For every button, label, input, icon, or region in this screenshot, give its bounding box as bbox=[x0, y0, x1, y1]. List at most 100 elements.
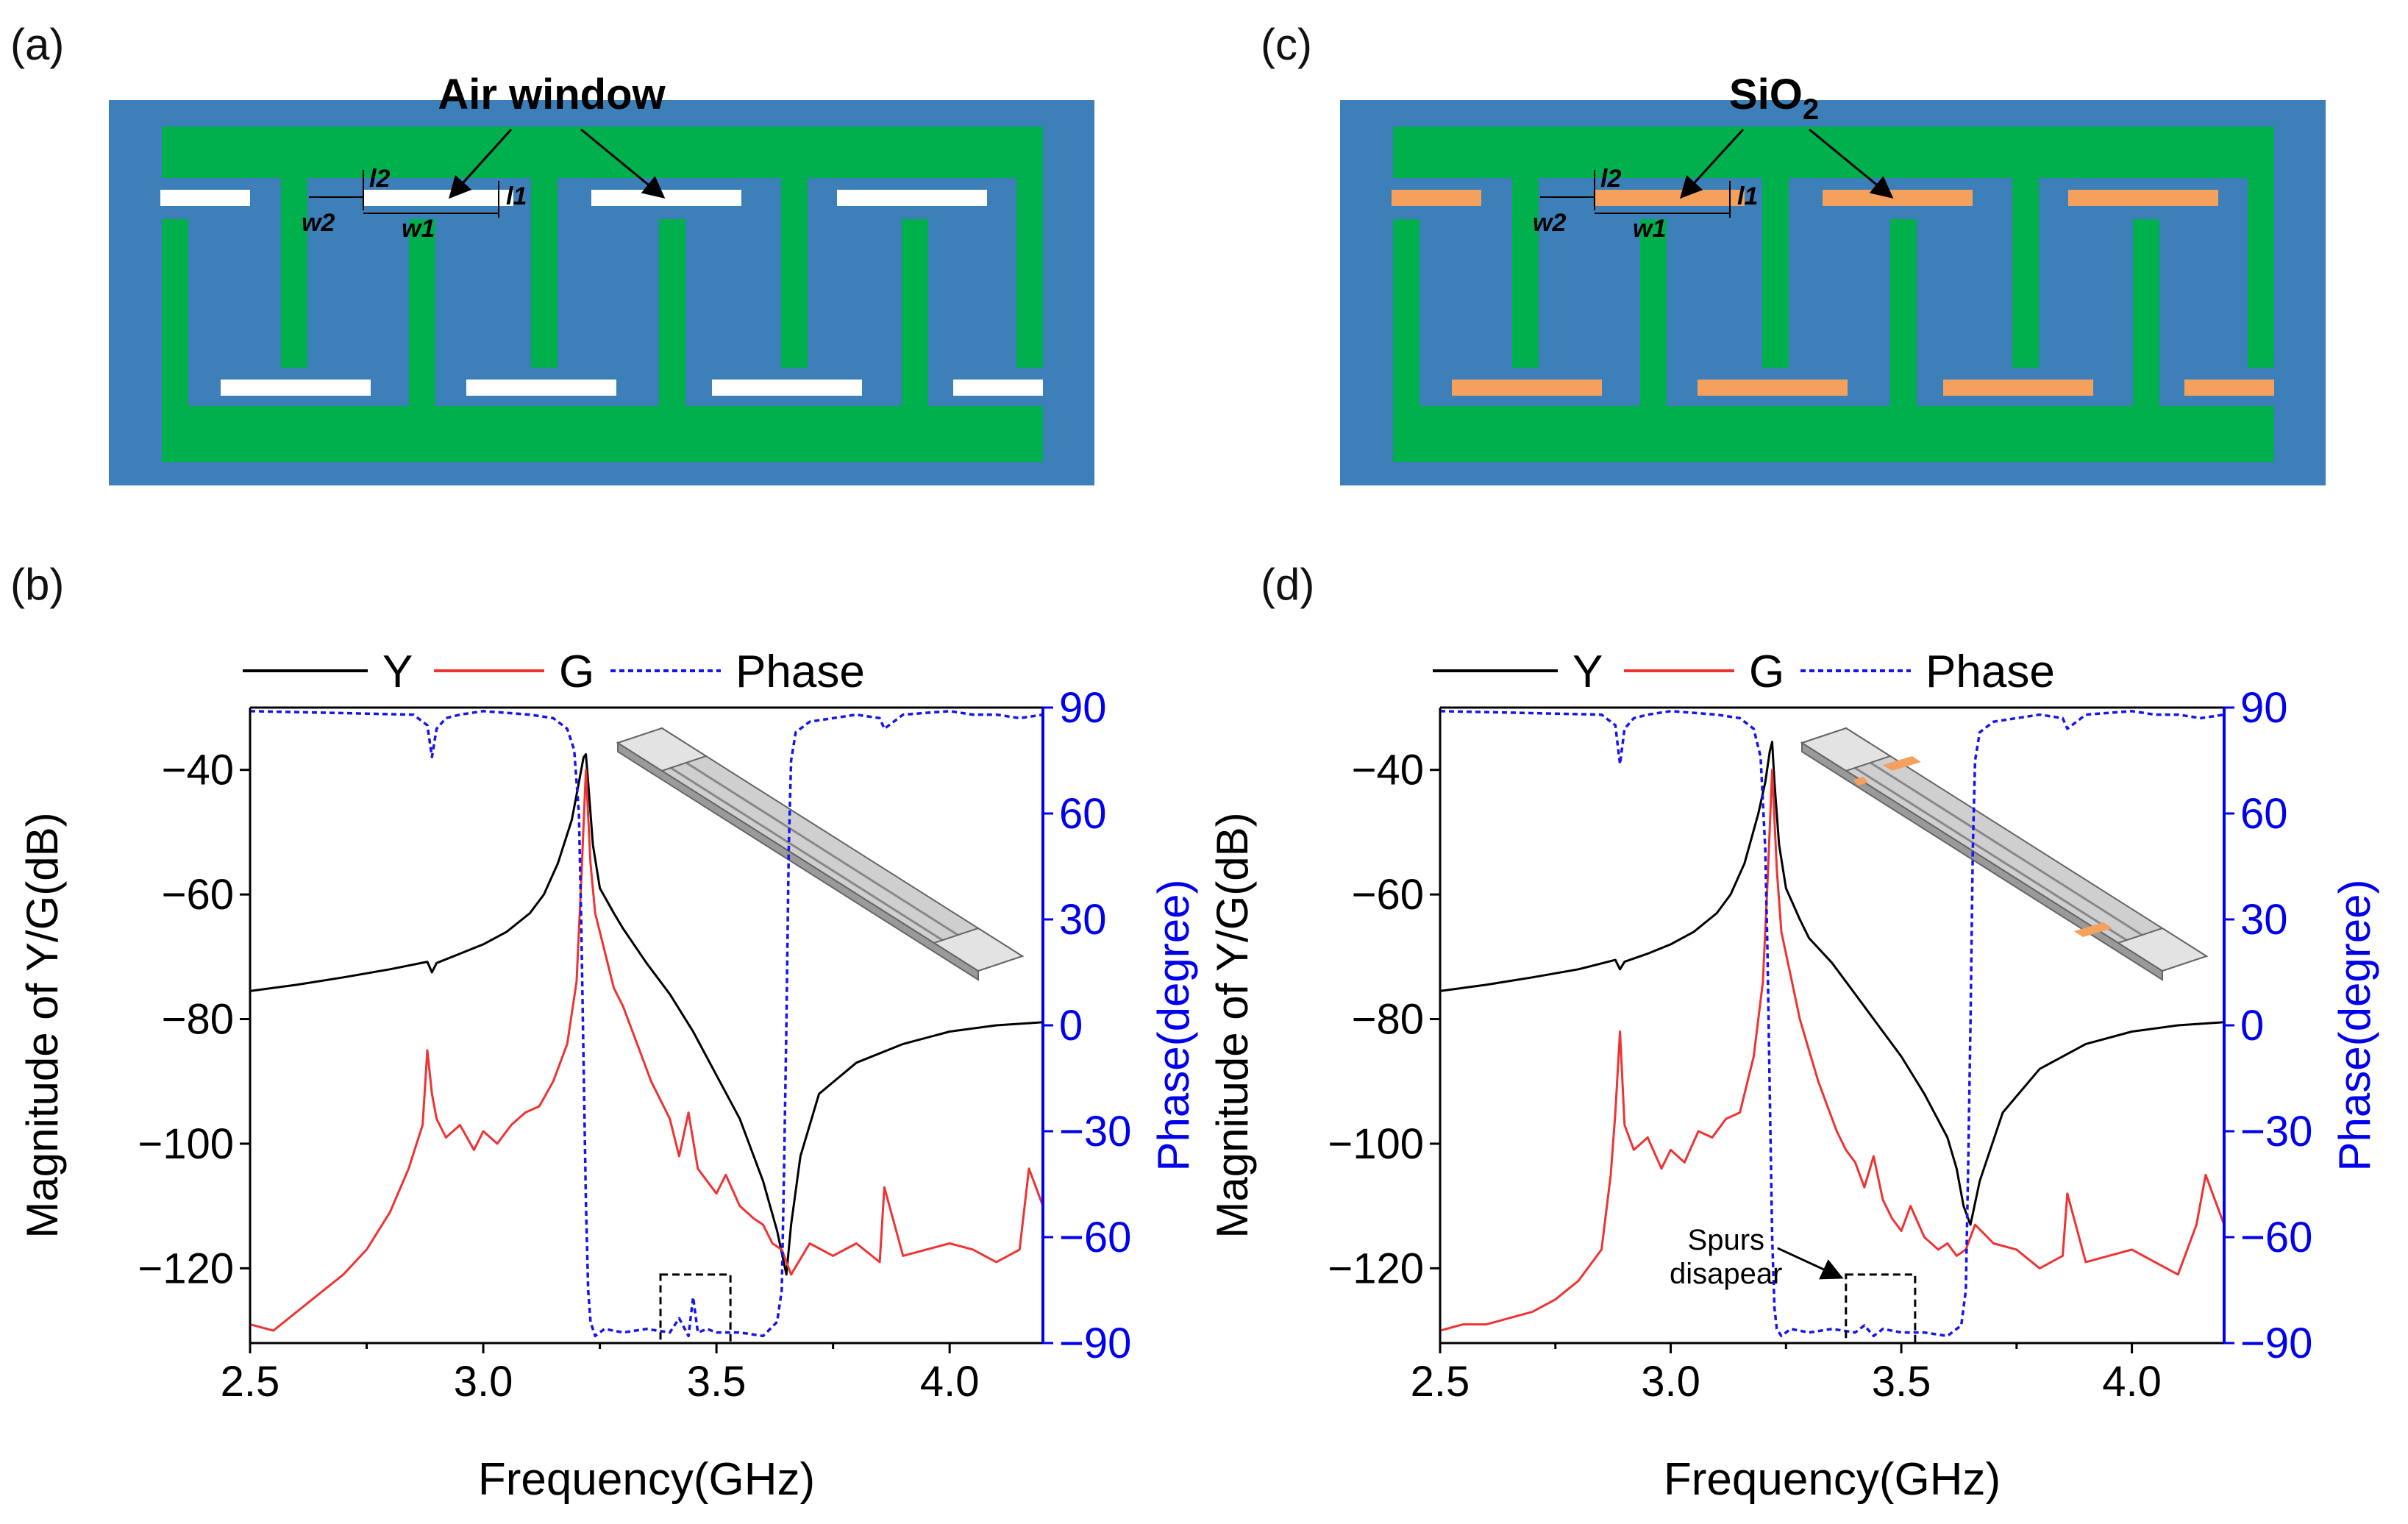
y2-tick-label: −30 bbox=[2240, 1108, 2312, 1156]
device-inset-d bbox=[1800, 727, 2209, 981]
window bbox=[1823, 190, 1973, 206]
y2-tick-label: 0 bbox=[2240, 1002, 2264, 1050]
bottom-finger bbox=[1640, 219, 1667, 406]
bottom-finger bbox=[409, 219, 435, 406]
chart-d: 2.5 3.0 3.5 4.0 −40 −60 −80 −100 −120 90 60 30 0 −30 −… bbox=[1208, 647, 2379, 1505]
window bbox=[953, 380, 1043, 396]
top-finger bbox=[781, 178, 808, 368]
y-tick-label: −40 bbox=[162, 747, 234, 794]
sio2-windows bbox=[1392, 190, 2274, 396]
callout-arrow bbox=[580, 128, 666, 199]
dimension-marks bbox=[1540, 170, 1731, 218]
legend-label-g: G bbox=[559, 647, 594, 697]
callout-arrow bbox=[1679, 128, 1745, 199]
y-tick-label: −80 bbox=[162, 996, 234, 1044]
y2-tick-label: −90 bbox=[2240, 1320, 2312, 1367]
electrodes bbox=[162, 127, 1043, 462]
top-busbar bbox=[1393, 127, 2274, 178]
annotation-text: Spurs bbox=[1688, 1224, 1765, 1256]
bottom-finger bbox=[902, 219, 928, 406]
panel-label-c: (c) bbox=[1261, 20, 1312, 69]
x-tick-label: 2.5 bbox=[221, 1358, 280, 1406]
panel-label-a: (a) bbox=[10, 20, 65, 69]
top-finger bbox=[1512, 178, 1539, 368]
dim-label-w2: w2 bbox=[1533, 209, 1566, 237]
bottom-finger bbox=[162, 219, 188, 406]
x-tick-label: 4.0 bbox=[2102, 1358, 2162, 1406]
y2-axis-label: Phase(degree) bbox=[2330, 880, 2379, 1172]
y-axis-label: Magnitude of Y/G(dB) bbox=[1208, 812, 1257, 1238]
series-line-phase bbox=[249, 710, 1044, 1338]
callout-sio2-main: SiO bbox=[1729, 71, 1803, 118]
callout-arrow bbox=[1809, 128, 1894, 199]
y2-tick-label: 90 bbox=[1059, 684, 1107, 732]
dim-label-l1: l1 bbox=[1737, 182, 1758, 210]
annotation-text: disapear bbox=[1670, 1258, 1782, 1290]
y-tick-label: −120 bbox=[138, 1245, 234, 1292]
y-axis-label: Magnitude of Y/G(dB) bbox=[18, 812, 67, 1238]
bottom-finger bbox=[1890, 219, 1917, 406]
x-tick-label: 2.5 bbox=[1411, 1358, 1470, 1406]
top-finger bbox=[281, 178, 307, 368]
callout-arrow bbox=[448, 128, 513, 199]
series-line-y bbox=[1439, 741, 2225, 1226]
window bbox=[837, 190, 987, 206]
diagram-c-sio2: l2 l1 w2 w1 bbox=[1340, 100, 2326, 485]
x-tick-label: 3.0 bbox=[1641, 1358, 1700, 1406]
window bbox=[2068, 190, 2218, 206]
y-tick-label: −80 bbox=[1352, 996, 1424, 1044]
y-tick-label: −100 bbox=[138, 1120, 234, 1168]
window bbox=[1392, 190, 1481, 206]
x-tick-label: 4.0 bbox=[920, 1358, 980, 1406]
callout-air-window: Air window bbox=[438, 71, 666, 118]
panel-label-d: (d) bbox=[1261, 560, 1315, 609]
y2-tick-label: 60 bbox=[2240, 790, 2288, 838]
callout-sio2-sub: 2 bbox=[1803, 93, 1819, 126]
y2-tick-label: 0 bbox=[1059, 1002, 1083, 1050]
y2-tick-label: 30 bbox=[2240, 896, 2288, 944]
y-tick-label: −100 bbox=[1328, 1120, 1424, 1168]
y2-tick-label: −90 bbox=[1059, 1320, 1131, 1367]
window bbox=[160, 190, 250, 206]
y2-tick-label: −60 bbox=[1059, 1214, 1131, 1261]
x-tick-label: 3.5 bbox=[687, 1358, 747, 1406]
highlight-box bbox=[1845, 1273, 1917, 1345]
x-tick-label: 3.0 bbox=[454, 1358, 513, 1406]
legend-label-phase: Phase bbox=[735, 647, 865, 697]
y2-tick-label: −60 bbox=[2240, 1214, 2312, 1261]
top-finger bbox=[1762, 178, 1789, 368]
window bbox=[363, 190, 513, 206]
dimension-marks bbox=[309, 170, 499, 218]
window bbox=[1595, 190, 1745, 206]
chart-b: 2.5 3.0 3.5 4.0 −40 −60 −80 −100 −120 90 60 30 0 −30 −… bbox=[18, 647, 1198, 1505]
air-windows bbox=[160, 190, 1043, 396]
window bbox=[2184, 380, 2274, 396]
y-tick-label: −60 bbox=[162, 871, 234, 919]
y-tick-label: −60 bbox=[1352, 871, 1424, 919]
legend-label-y: Y bbox=[1572, 647, 1603, 697]
y-tick-label: −120 bbox=[1328, 1245, 1424, 1292]
legend-label-phase: Phase bbox=[1926, 647, 2055, 697]
x-tick-label: 3.5 bbox=[1872, 1358, 1931, 1406]
bottom-finger bbox=[1393, 219, 1419, 406]
diagram-a-air-window: l2 l1 w2 w1 bbox=[109, 100, 1094, 485]
bottom-finger bbox=[2133, 219, 2159, 406]
dim-label-l2: l2 bbox=[369, 165, 390, 193]
dim-label-l2: l2 bbox=[1600, 165, 1621, 193]
callout-sio2: SiO2 bbox=[1729, 71, 1819, 126]
device-inset-b bbox=[616, 727, 1025, 981]
x-axis-label: Frequency(GHz) bbox=[1664, 1454, 2001, 1505]
series-line-g bbox=[249, 769, 1044, 1332]
window bbox=[221, 380, 371, 396]
top-finger bbox=[531, 178, 558, 368]
bottom-busbar bbox=[1393, 406, 2274, 462]
series-line-y bbox=[249, 753, 1044, 1276]
top-finger bbox=[1016, 178, 1043, 368]
top-finger bbox=[2248, 178, 2274, 368]
dim-label-w1: w1 bbox=[1633, 215, 1666, 243]
y-tick-label: −40 bbox=[1352, 747, 1424, 794]
window bbox=[1698, 380, 1848, 396]
y2-axis-label: Phase(degree) bbox=[1149, 880, 1198, 1172]
